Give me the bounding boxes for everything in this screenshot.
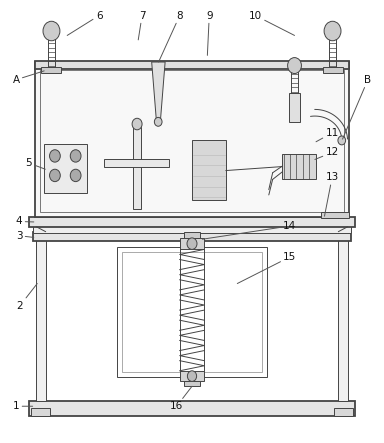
Circle shape <box>338 136 346 145</box>
Bar <box>180 238 204 249</box>
Bar <box>192 140 226 200</box>
Bar <box>33 232 351 241</box>
Circle shape <box>154 117 162 126</box>
Bar <box>36 240 46 401</box>
Bar <box>184 232 200 238</box>
Bar <box>338 240 348 401</box>
Text: 6: 6 <box>67 11 103 35</box>
Text: 12: 12 <box>315 148 339 159</box>
Text: 11: 11 <box>316 128 339 142</box>
Circle shape <box>50 169 60 182</box>
Bar <box>321 212 349 218</box>
Bar <box>282 154 316 179</box>
Circle shape <box>187 238 197 249</box>
Circle shape <box>324 21 341 41</box>
Bar <box>334 408 353 416</box>
Circle shape <box>50 150 60 162</box>
Circle shape <box>288 58 301 74</box>
Bar <box>133 127 141 209</box>
Text: 16: 16 <box>170 386 192 411</box>
Bar <box>31 408 50 416</box>
Text: 4: 4 <box>16 217 34 226</box>
Bar <box>44 144 87 193</box>
Bar <box>35 62 349 217</box>
Text: 8: 8 <box>159 11 183 62</box>
Circle shape <box>132 118 142 130</box>
Bar <box>29 217 355 227</box>
Text: 1: 1 <box>13 401 33 411</box>
Bar <box>323 67 343 73</box>
Text: 2: 2 <box>17 284 37 311</box>
Bar <box>117 247 267 377</box>
Circle shape <box>187 371 197 381</box>
Circle shape <box>70 150 81 162</box>
Text: 3: 3 <box>16 231 34 241</box>
Circle shape <box>43 21 60 41</box>
Polygon shape <box>152 62 165 120</box>
Bar <box>291 69 298 93</box>
Bar <box>329 34 336 67</box>
Text: 10: 10 <box>249 11 295 35</box>
Text: B: B <box>343 75 371 139</box>
Bar <box>104 159 169 167</box>
Circle shape <box>70 169 81 182</box>
Bar <box>184 381 200 386</box>
Text: A: A <box>13 71 44 85</box>
Text: 5: 5 <box>25 158 45 169</box>
Bar <box>35 61 349 69</box>
Text: 14: 14 <box>202 221 296 239</box>
Text: 9: 9 <box>206 11 213 55</box>
Text: 7: 7 <box>138 11 146 40</box>
Bar <box>122 252 262 372</box>
Bar <box>29 401 355 416</box>
Bar <box>48 34 55 67</box>
Bar <box>40 70 344 212</box>
Text: 13: 13 <box>324 172 339 216</box>
Bar <box>33 225 351 233</box>
Bar <box>180 371 204 381</box>
Bar <box>289 93 300 122</box>
Text: 15: 15 <box>237 252 296 284</box>
Bar <box>41 67 61 73</box>
